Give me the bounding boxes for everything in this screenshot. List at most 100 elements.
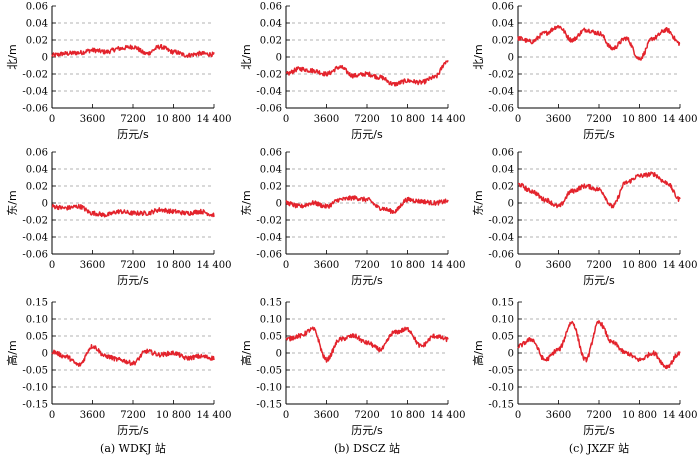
y-tick-label: 0.15: [492, 298, 514, 309]
x-tick-label: 3600: [314, 260, 339, 271]
y-tick-label: 0.10: [260, 315, 282, 326]
y-tick-label: 0.04: [492, 19, 514, 30]
panel-c-east: 0.060.040.020-0.02-0.04-0.060 3600 7200 10 …: [472, 148, 698, 288]
y-tick-label: 0: [276, 349, 282, 360]
y-axis-label: 高/m: [239, 340, 253, 365]
x-tick-label: 14 400: [431, 260, 466, 271]
y-tick-label: -0.10: [488, 383, 514, 394]
x-tick-label: 10 800: [390, 114, 425, 125]
y-axis-label: 东/m: [472, 190, 485, 215]
x-tick-label: 7200: [120, 114, 145, 125]
y-tick-label: -0.06: [488, 104, 514, 115]
x-axis-label: 历元/s: [583, 128, 615, 141]
x-axis-label: 历元/s: [583, 424, 615, 437]
x-tick-label: 14 400: [663, 260, 698, 271]
series-line-a-north: [51, 44, 215, 59]
y-tick-label: -0.10: [22, 383, 48, 394]
x-tick-label: 10 800: [156, 114, 191, 125]
y-tick-label: 0.02: [492, 36, 514, 47]
y-tick-label: -0.06: [256, 104, 282, 115]
series-line-a-up: [51, 343, 215, 367]
y-tick-label: 0.04: [492, 165, 514, 176]
y-tick-label: -0.05: [256, 366, 282, 377]
x-tick-label: 7200: [120, 410, 145, 421]
x-tick-label: 7200: [120, 260, 145, 271]
y-tick-label: 0.04: [26, 165, 48, 176]
y-tick-label: -0.06: [22, 250, 48, 261]
y-tick-label: 0.06: [492, 148, 514, 159]
x-tick-label: 14 400: [663, 114, 698, 125]
y-tick-label: 0.06: [260, 2, 282, 13]
y-tick-label: 0.06: [260, 148, 282, 159]
x-tick-label: 7200: [354, 410, 379, 421]
y-axis-label: 高/m: [471, 340, 485, 365]
y-tick-label: 0.06: [26, 2, 48, 13]
y-axis-label: 北/m: [6, 44, 19, 69]
y-tick-label: 0.06: [492, 2, 514, 13]
x-tick-label: 3600: [80, 410, 105, 421]
y-axis-label: 北/m: [472, 44, 485, 69]
y-tick-label: -0.10: [256, 383, 282, 394]
y-tick-label: -0.02: [488, 216, 514, 227]
x-tick-label: 0: [515, 410, 521, 421]
y-tick-label: 0.05: [26, 332, 48, 343]
x-tick-label: 3600: [546, 260, 571, 271]
y-tick-label: -0.05: [488, 366, 514, 377]
x-tick-label: 14 400: [431, 410, 466, 421]
x-tick-label: 7200: [586, 114, 611, 125]
y-tick-label: -0.04: [488, 233, 514, 244]
y-tick-label: -0.02: [488, 70, 514, 81]
x-tick-label: 0: [49, 410, 55, 421]
x-tick-label: 0: [283, 260, 289, 271]
y-tick-label: 0.04: [26, 19, 48, 30]
x-tick-label: 10 800: [622, 410, 657, 421]
x-tick-label: 3600: [80, 260, 105, 271]
y-tick-label: 0.05: [492, 332, 514, 343]
series-line-c-east: [517, 171, 681, 209]
series-line-b-north: [285, 60, 449, 87]
x-tick-label: 14 400: [197, 410, 232, 421]
y-tick-label: 0.02: [26, 182, 48, 193]
panel-c-up: 0.150.100.050-0.05-0.10-0.150 3600 7200 10 …: [471, 298, 698, 438]
x-tick-label: 3600: [80, 114, 105, 125]
x-axis-label: 历元/s: [583, 274, 615, 287]
y-tick-label: -0.06: [256, 250, 282, 261]
panel-caption: (c) JXZF 站: [569, 441, 629, 455]
x-axis-label: 历元/s: [351, 424, 383, 437]
y-tick-label: 0.15: [260, 298, 282, 309]
y-tick-label: -0.06: [22, 104, 48, 115]
series-line-b-east: [285, 195, 449, 215]
y-tick-label: 0: [42, 199, 48, 210]
x-tick-label: 0: [49, 260, 55, 271]
x-tick-label: 14 400: [431, 114, 466, 125]
panel-b-north: 0.060.040.020-0.02-0.04-0.060 3600 7200 10 …: [240, 2, 466, 142]
panel-c-north: 0.060.040.020-0.02-0.04-0.060 3600 7200 10 …: [472, 2, 698, 142]
y-tick-label: -0.15: [488, 400, 514, 411]
y-tick-label: 0.15: [26, 298, 48, 309]
y-tick-label: 0.02: [260, 36, 282, 47]
panel-b-up: 0.150.100.050-0.05-0.10-0.150 3600 7200 10 …: [239, 298, 466, 438]
panel-caption: (a) WDKJ 站: [100, 441, 166, 455]
series-line-a-east: [51, 203, 215, 218]
y-tick-label: -0.04: [22, 233, 48, 244]
x-tick-label: 0: [283, 410, 289, 421]
x-tick-label: 10 800: [390, 260, 425, 271]
y-tick-label: -0.15: [22, 400, 48, 411]
y-axis-label: 北/m: [240, 44, 253, 69]
x-tick-label: 3600: [314, 114, 339, 125]
x-tick-label: 10 800: [622, 114, 657, 125]
y-tick-label: 0.04: [260, 19, 282, 30]
y-tick-label: -0.04: [256, 233, 282, 244]
x-tick-label: 0: [515, 260, 521, 271]
x-tick-label: 14 400: [663, 410, 698, 421]
y-tick-label: 0: [508, 53, 514, 64]
y-tick-label: 0.02: [260, 182, 282, 193]
x-tick-label: 0: [283, 114, 289, 125]
x-axis-label: 历元/s: [351, 128, 383, 141]
y-tick-label: 0.05: [260, 332, 282, 343]
x-axis-label: 历元/s: [117, 274, 149, 287]
y-tick-label: -0.05: [22, 366, 48, 377]
x-tick-label: 7200: [354, 114, 379, 125]
x-axis-label: 历元/s: [117, 424, 149, 437]
